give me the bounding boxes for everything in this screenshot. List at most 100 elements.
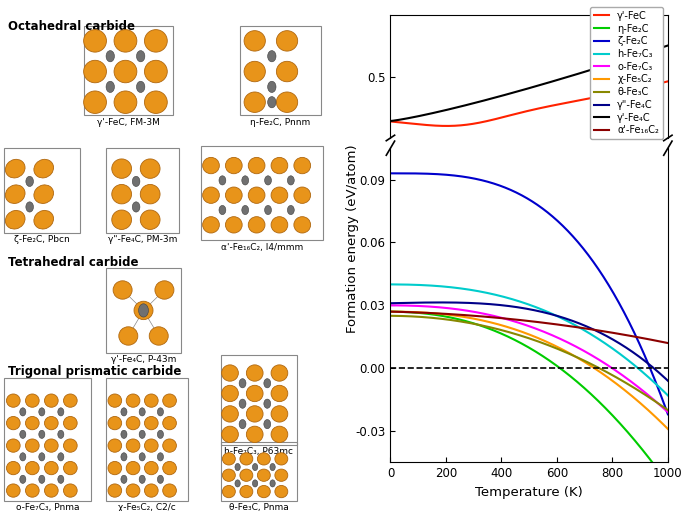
Ellipse shape bbox=[276, 61, 298, 82]
Ellipse shape bbox=[108, 461, 122, 475]
Ellipse shape bbox=[240, 485, 253, 498]
Ellipse shape bbox=[223, 485, 236, 498]
Ellipse shape bbox=[64, 461, 77, 475]
Ellipse shape bbox=[294, 157, 310, 174]
Bar bbox=[106, 378, 188, 501]
Bar bbox=[84, 26, 173, 115]
Ellipse shape bbox=[145, 394, 158, 407]
Ellipse shape bbox=[6, 461, 20, 475]
Bar bbox=[106, 148, 179, 233]
Ellipse shape bbox=[163, 484, 177, 497]
Bar bbox=[221, 355, 297, 445]
Ellipse shape bbox=[203, 217, 219, 233]
Ellipse shape bbox=[121, 453, 127, 461]
Ellipse shape bbox=[84, 91, 106, 113]
Ellipse shape bbox=[25, 461, 39, 475]
Ellipse shape bbox=[121, 430, 127, 438]
Ellipse shape bbox=[108, 416, 122, 430]
Ellipse shape bbox=[239, 399, 246, 408]
Ellipse shape bbox=[271, 187, 288, 203]
Ellipse shape bbox=[6, 394, 20, 407]
Ellipse shape bbox=[219, 205, 226, 215]
Ellipse shape bbox=[247, 365, 263, 381]
Ellipse shape bbox=[108, 484, 122, 497]
Ellipse shape bbox=[45, 439, 58, 452]
Text: γ'-Fe₄C, P-43m: γ'-Fe₄C, P-43m bbox=[111, 355, 176, 364]
Ellipse shape bbox=[108, 439, 122, 452]
Ellipse shape bbox=[139, 430, 145, 438]
Ellipse shape bbox=[112, 159, 132, 178]
Ellipse shape bbox=[39, 430, 45, 438]
Ellipse shape bbox=[271, 426, 288, 443]
Ellipse shape bbox=[242, 176, 249, 185]
Ellipse shape bbox=[126, 484, 140, 497]
Ellipse shape bbox=[203, 187, 219, 203]
Ellipse shape bbox=[114, 60, 137, 83]
Ellipse shape bbox=[145, 60, 167, 83]
Ellipse shape bbox=[20, 475, 26, 483]
Ellipse shape bbox=[58, 453, 64, 461]
Ellipse shape bbox=[139, 475, 145, 483]
Ellipse shape bbox=[132, 176, 140, 187]
Ellipse shape bbox=[239, 379, 246, 388]
Ellipse shape bbox=[163, 461, 177, 475]
Ellipse shape bbox=[112, 184, 132, 204]
Ellipse shape bbox=[126, 461, 140, 475]
Text: η-Fe₂C, Pnnm: η-Fe₂C, Pnnm bbox=[250, 118, 310, 127]
Ellipse shape bbox=[158, 453, 164, 461]
Ellipse shape bbox=[25, 484, 39, 497]
Ellipse shape bbox=[275, 485, 288, 498]
Ellipse shape bbox=[45, 484, 58, 497]
Ellipse shape bbox=[225, 157, 242, 174]
Ellipse shape bbox=[126, 394, 140, 407]
Ellipse shape bbox=[268, 97, 276, 108]
Ellipse shape bbox=[132, 202, 140, 212]
Ellipse shape bbox=[5, 211, 25, 229]
Ellipse shape bbox=[275, 453, 288, 465]
Ellipse shape bbox=[140, 210, 160, 229]
Ellipse shape bbox=[25, 394, 39, 407]
Ellipse shape bbox=[106, 51, 114, 62]
Ellipse shape bbox=[134, 301, 153, 320]
Text: ζ-Fe₂C, Pbcn: ζ-Fe₂C, Pbcn bbox=[14, 235, 70, 244]
Text: θ-Fe₃C, Pnma: θ-Fe₃C, Pnma bbox=[229, 503, 288, 511]
Ellipse shape bbox=[39, 408, 45, 416]
Ellipse shape bbox=[64, 394, 77, 407]
Ellipse shape bbox=[222, 385, 238, 402]
Ellipse shape bbox=[45, 416, 58, 430]
Ellipse shape bbox=[126, 439, 140, 452]
Ellipse shape bbox=[271, 217, 288, 233]
Ellipse shape bbox=[58, 430, 64, 438]
Ellipse shape bbox=[239, 420, 246, 429]
Ellipse shape bbox=[270, 463, 275, 471]
Ellipse shape bbox=[121, 408, 127, 416]
Ellipse shape bbox=[247, 406, 263, 422]
Ellipse shape bbox=[6, 416, 20, 430]
Text: χ-Fe₅C₂, C2/c: χ-Fe₅C₂, C2/c bbox=[119, 503, 176, 511]
Ellipse shape bbox=[264, 379, 271, 388]
Ellipse shape bbox=[145, 484, 158, 497]
Ellipse shape bbox=[106, 81, 114, 92]
Ellipse shape bbox=[136, 51, 145, 62]
Ellipse shape bbox=[244, 61, 265, 82]
Ellipse shape bbox=[112, 210, 132, 229]
Ellipse shape bbox=[163, 439, 177, 452]
Ellipse shape bbox=[219, 176, 226, 185]
Ellipse shape bbox=[108, 394, 122, 407]
Ellipse shape bbox=[126, 416, 140, 430]
Ellipse shape bbox=[34, 211, 53, 229]
Ellipse shape bbox=[264, 399, 271, 408]
Ellipse shape bbox=[258, 453, 271, 465]
Ellipse shape bbox=[223, 469, 236, 481]
Ellipse shape bbox=[39, 453, 45, 461]
Ellipse shape bbox=[149, 327, 169, 345]
Ellipse shape bbox=[45, 394, 58, 407]
Text: α'-Fe₁₆C₂, I4/mmm: α'-Fe₁₆C₂, I4/mmm bbox=[221, 243, 303, 252]
Ellipse shape bbox=[264, 420, 271, 429]
Ellipse shape bbox=[294, 187, 310, 203]
Text: γ'-FeC, FM-3M: γ'-FeC, FM-3M bbox=[97, 118, 160, 127]
Ellipse shape bbox=[203, 157, 219, 174]
Ellipse shape bbox=[258, 485, 271, 498]
Ellipse shape bbox=[158, 430, 164, 438]
Ellipse shape bbox=[268, 51, 276, 62]
